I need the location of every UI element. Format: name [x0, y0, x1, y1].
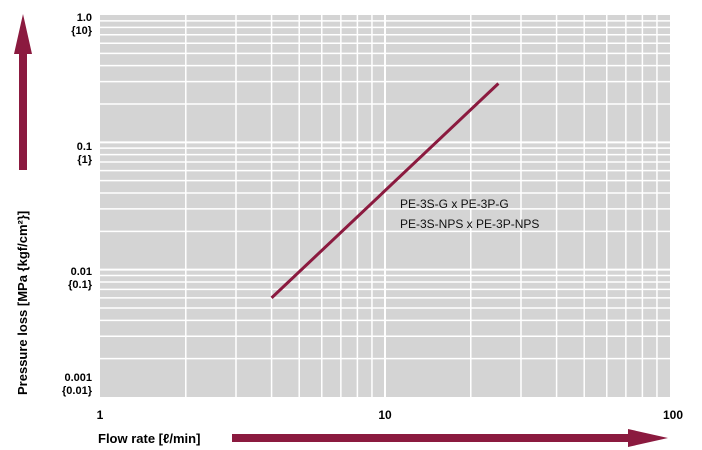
x-tick-label-1: 1	[97, 408, 104, 422]
y-axis-title: Pressure loss [MPa {kgf/cm²}]	[15, 211, 30, 395]
grid	[100, 15, 670, 397]
y-tick-sub-1: {10}	[71, 25, 93, 37]
y-tick-label-0-01: 0.01	[71, 266, 92, 278]
series-layer	[270, 82, 500, 299]
series-annotation-line-1: PE-3S-G x PE-3P-G	[400, 197, 509, 211]
y-tick-sub-0-1: {1}	[77, 154, 92, 166]
y-tick-sub-0-001: {0.01}	[62, 385, 93, 397]
y-tick-label-1: 1.0	[77, 12, 92, 24]
x-axis-arrow-icon	[232, 429, 668, 447]
x-axis-title: Flow rate [ℓ/min]	[98, 431, 200, 446]
x-tick-label-10: 10	[378, 408, 392, 422]
y-tick-label-0-001: 0.001	[64, 372, 92, 384]
y-tick-label-0-1: 0.1	[77, 141, 92, 153]
y-tick-sub-0-01: {0.1}	[68, 279, 93, 291]
x-tick-label-100: 100	[663, 408, 683, 422]
series-annotation-line-2: PE-3S-NPS x PE-3P-NPS	[400, 217, 539, 231]
series-line-0	[270, 82, 500, 299]
y-axis-arrow-icon	[14, 14, 32, 170]
